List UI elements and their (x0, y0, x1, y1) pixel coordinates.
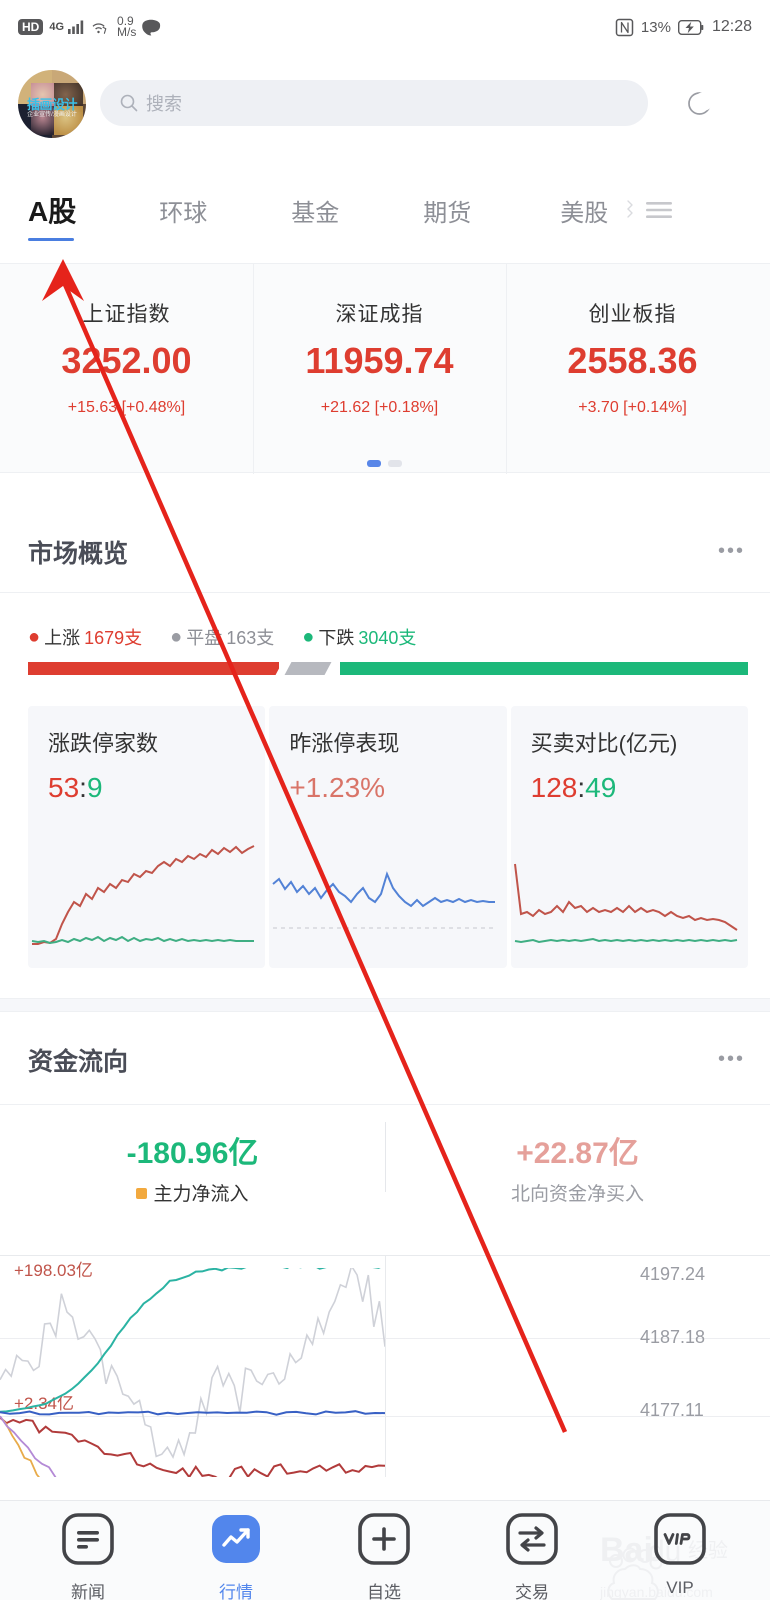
svg-text:Bai: Bai (600, 1531, 653, 1569)
